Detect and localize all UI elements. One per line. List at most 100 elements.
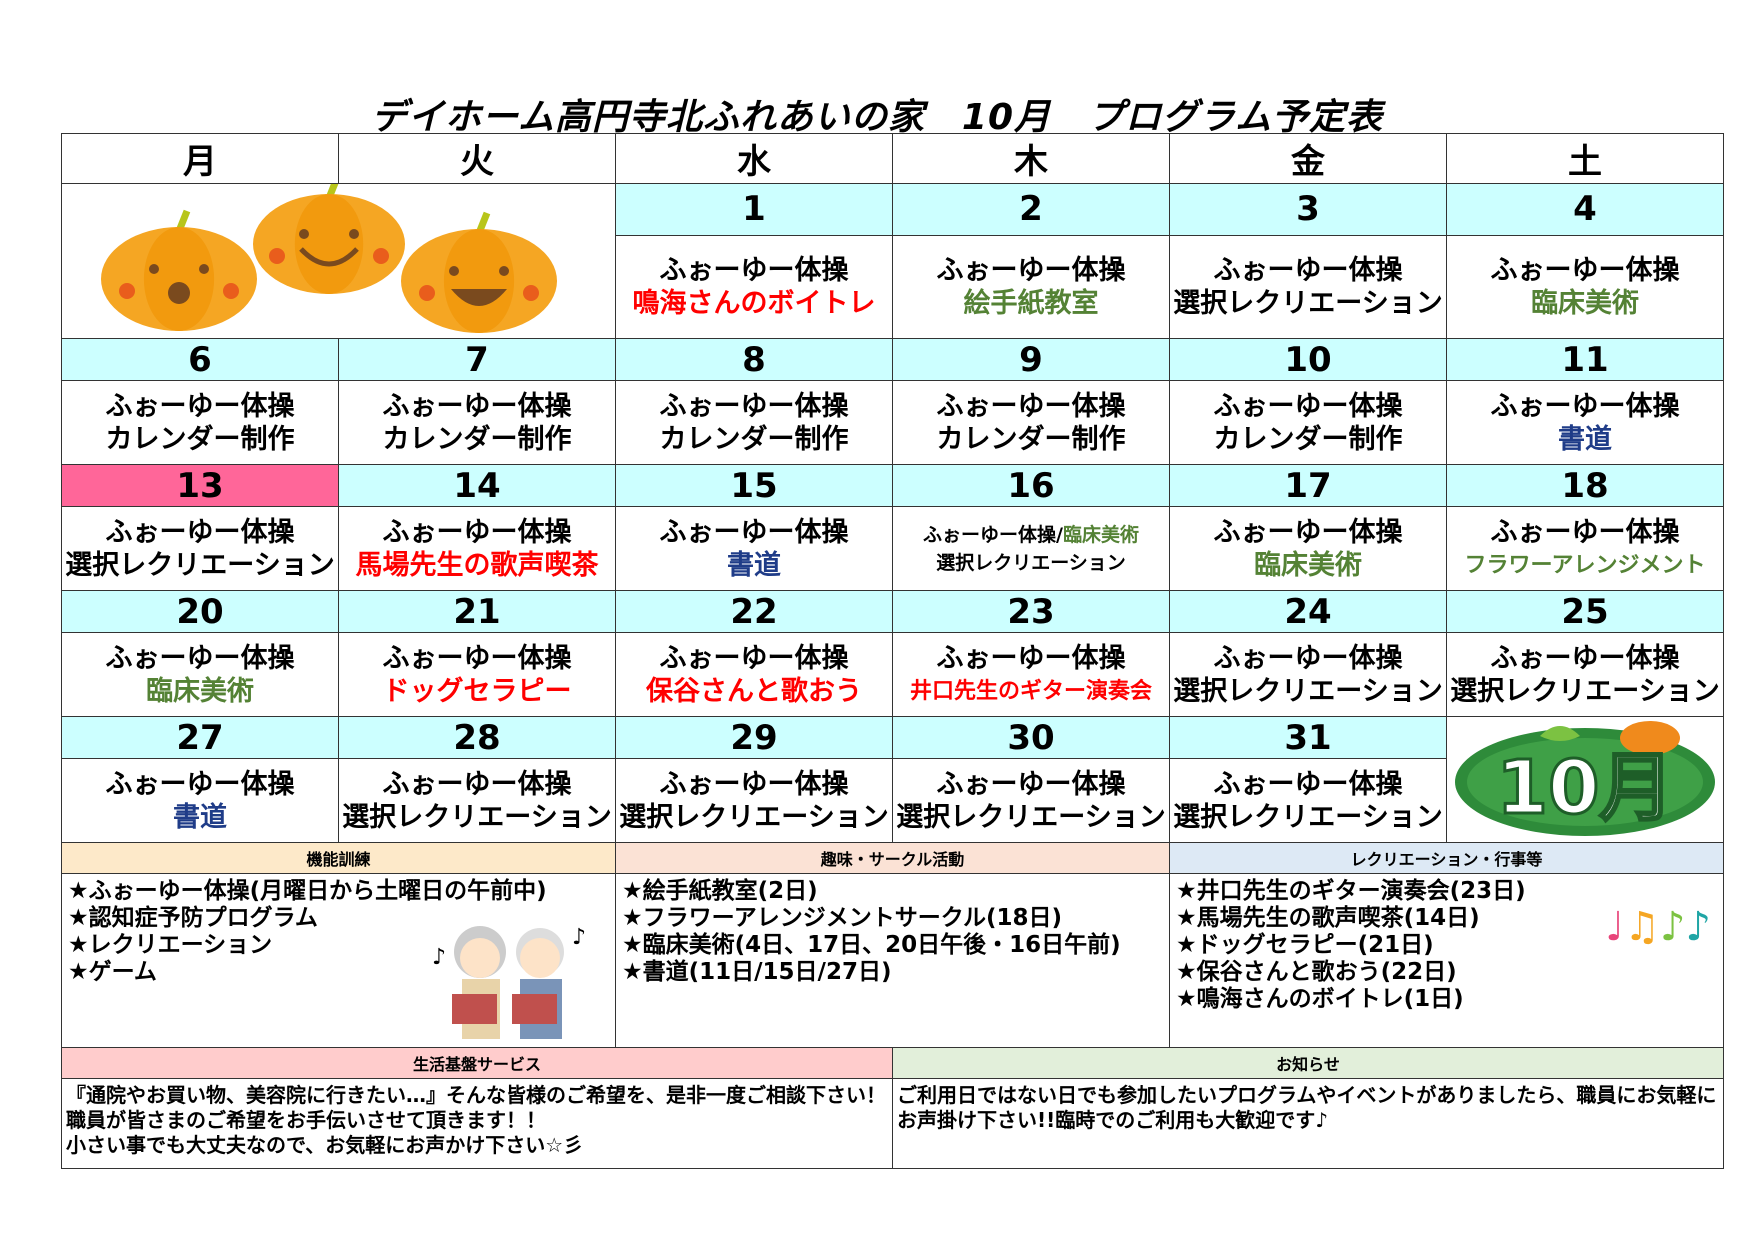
program-line-2: 選択レクリエーション [65,549,335,581]
day-number: 20 [61,590,339,633]
date-row: 13 14 15 16 17 18 [61,464,1724,507]
program-row: ふぉーゆー体操 選択レクリエーション ふぉーゆー体操 馬場先生の歌声喫茶 ふぉーゆー体操… [61,506,1724,591]
program-line-1: ふぉーゆー体操 [659,516,849,548]
day-program[interactable]: ふぉーゆー体操 選択レクリエーション [1169,632,1447,717]
day-number: 6 [61,338,339,381]
program-line-1: ふぉーゆー体操 [1490,642,1680,674]
day-program[interactable]: ふぉーゆー体操 選択レクリエーション [1446,632,1724,717]
day-program[interactable]: ふぉーゆー体操 選択レクリエーション [1169,234,1447,340]
section-title: 機能訓練 [61,842,616,874]
program-line-2: 選択レクリエーション [1173,287,1443,319]
program-line-2: 選択レクリエーション [1173,801,1443,833]
day-number: 3 [1169,183,1447,236]
program-line-1: ふぉーゆー体操 [659,390,849,422]
program-line-2: 臨床美術 [146,675,254,707]
singing-couple-illustration: ♪ ♪ [432,914,592,1046]
day-program[interactable]: ふぉーゆー体操 カレンダー制作 [1169,380,1447,465]
notice-header-row: 生活基盤サービス お知らせ [61,1047,1724,1079]
day-program[interactable]: ふぉーゆー体操 井口先生のギター演奏会 [892,632,1170,717]
section-item: ★フラワーアレンジメントサークル(18日) [622,905,1063,931]
day-program[interactable]: ふぉーゆー体操 書道 [1446,380,1724,465]
day-program[interactable]: ふぉーゆー体操 選択レクリエーション [892,758,1170,843]
program-line-2: 書道 [727,549,781,581]
weekday-0: 月 [61,133,339,184]
day-program[interactable]: ふぉーゆー体操 絵手紙教室 [892,234,1170,340]
program-line-1: ふぉーゆー体操 [659,254,849,286]
music-notes-icon: ♩♫♪♪ [1605,904,1711,950]
program-line-2: 臨床美術 [1531,287,1639,319]
day-program[interactable]: ふぉーゆー体操 書道 [615,506,893,591]
day-program[interactable]: ふぉーゆー体操 選択レクリエーション [61,506,339,591]
section-body-row: ★ふぉーゆー体操(月曜日から土曜日の午前中) ★認知症予防プログラム ★レクリエーシ… [61,873,1724,1048]
program-line-2: 選択レクリエーション [1450,675,1720,707]
day-program[interactable]: ふぉーゆー体操 ドッグセラピー [338,632,616,717]
pumpkin-decoration [61,183,616,339]
day-program[interactable]: ふぉーゆー体操 保谷さんと歌おう [615,632,893,717]
day-program[interactable]: ふぉーゆー体操 カレンダー制作 [338,380,616,465]
section-item: ★書道(11日/15日/27日) [622,959,892,985]
day-number: 31 [1169,716,1447,759]
day-program[interactable]: ふぉーゆー体操/臨床美術 選択レクリエーション [892,506,1170,591]
section-header-row: 機能訓練 趣味・サークル活動 レクリエーション・行事等 [61,842,1724,874]
program-line-1: ふぉーゆー体操 [659,768,849,800]
program-line-2: ドッグセラピー [382,675,572,707]
day-program[interactable]: ふぉーゆー体操 書道 [61,758,339,843]
svg-text:♪: ♪ [432,945,446,970]
section-item: ★ふぉーゆー体操(月曜日から土曜日の午前中) [68,878,547,904]
day-program[interactable]: ふぉーゆー体操 鳴海さんのボイトレ [615,234,893,340]
program-line-2: 絵手紙教室 [963,287,1099,319]
weekday-1: 火 [338,133,616,184]
program-line-1: ふぉーゆー体操 [1213,390,1403,422]
program-row: ふぉーゆー体操 カレンダー制作 ふぉーゆー体操 カレンダー制作 ふぉーゆー体操 カレンダー… [61,380,1724,465]
day-program[interactable]: ふぉーゆー体操 臨床美術 [1169,506,1447,591]
program-line-1: ふぉーゆー体操/ [923,523,1063,546]
page-title: デイホーム高円寺北ふれあいの家 10月 プログラム予定表 [371,97,1383,138]
day-program[interactable]: ふぉーゆー体操 馬場先生の歌声喫茶 [338,506,616,591]
day-program[interactable]: ふぉーゆー体操 選択レクリエーション [615,758,893,843]
program-line-1: ふぉーゆー体操 [659,642,849,674]
program-line-1: ふぉーゆー体操 [936,768,1126,800]
day-number: 30 [892,716,1170,759]
program-line-2: 選択レクリエーション [936,551,1126,574]
program-line-1: ふぉーゆー体操 [382,642,572,674]
program-line-2: カレンダー制作 [659,423,849,455]
day-program[interactable]: ふぉーゆー体操 選択レクリエーション [1169,758,1447,843]
day-program[interactable]: ふぉーゆー体操 フラワーアレンジメント [1446,506,1724,591]
day-number: 28 [338,716,616,759]
program-line-1: ふぉーゆー体操 [1490,516,1680,548]
day-program[interactable]: ふぉーゆー体操 カレンダー制作 [892,380,1170,465]
day-number: 2 [892,183,1170,236]
program-line-1: ふぉーゆー体操 [105,642,295,674]
program-line-1: ふぉーゆー体操 [105,390,295,422]
program-line-1: ふぉーゆー体操 [936,642,1126,674]
day-number: 13 [61,464,339,507]
day-program[interactable]: ふぉーゆー体操 臨床美術 [1446,234,1724,340]
section-item: ★馬場先生の歌声喫茶(14日) [1176,905,1480,931]
notice-text: 『通院やお買い物、美容院に行きたい…』そんな皆様のご希望を、是非一度ご相談下さい… [61,1078,893,1169]
day-program[interactable]: ふぉーゆー体操 臨床美術 [61,632,339,717]
day-number: 8 [615,338,893,381]
section-item: ★保谷さんと歌おう(22日) [1176,959,1457,985]
program-line-1: ふぉーゆー体操 [105,768,295,800]
program-line-1: ふぉーゆー体操 [1213,254,1403,286]
day-number: 18 [1446,464,1724,507]
section-item: ★鳴海さんのボイトレ(1日) [1176,986,1464,1012]
day-number: 21 [338,590,616,633]
notice-body-row: 『通院やお買い物、美容院に行きたい…』そんな皆様のご希望を、是非一度ご相談下さい… [61,1078,1724,1169]
day-program[interactable]: ふぉーゆー体操 カレンダー制作 [615,380,893,465]
program-line-1: ふぉーゆー体操 [1213,642,1403,674]
program-line-2: カレンダー制作 [382,423,572,455]
day-number: 16 [892,464,1170,507]
weekday-4: 金 [1169,133,1447,184]
program-line-2: 臨床美術 [1254,549,1362,581]
month-badge-cell: 10月 [1446,716,1724,843]
program-line-2: 鳴海さんのボイトレ [632,287,876,319]
day-program[interactable]: ふぉーゆー体操 カレンダー制作 [61,380,339,465]
day-number: 25 [1446,590,1724,633]
svg-text:10月: 10月 [1497,745,1674,831]
program-row: ふぉーゆー体操 鳴海さんのボイトレ ふぉーゆー体操 絵手紙教室 ふぉーゆー体操 選択レクリ… [62,234,1724,340]
day-program[interactable]: ふぉーゆー体操 選択レクリエーション [338,758,616,843]
program-line-2: 書道 [1558,423,1612,455]
program-row: ふぉーゆー体操 臨床美術 ふぉーゆー体操 ドッグセラピー ふぉーゆー体操 保谷さんと歌おう… [61,632,1724,717]
